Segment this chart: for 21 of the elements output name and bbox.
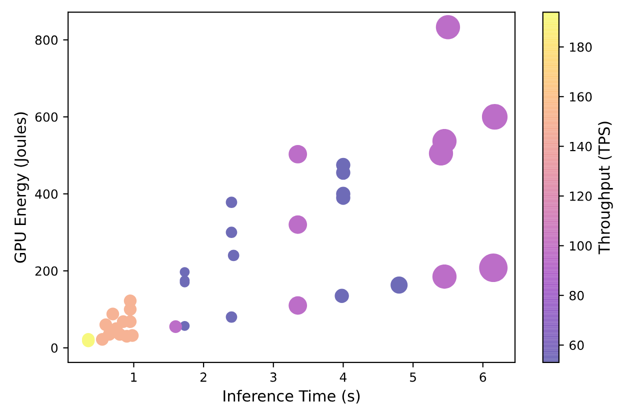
y-tick-label: 400: [35, 189, 58, 199]
x-tick-label: 6: [480, 372, 486, 382]
x-tick-label: 1: [131, 372, 137, 382]
x-tick-label: 5: [410, 372, 416, 382]
x-axis-title: Inference Time (s): [224, 390, 360, 404]
color-bar-label: 80: [570, 290, 584, 300]
y-tick-label: 0: [51, 343, 58, 353]
color-bar-label: 180: [570, 42, 592, 52]
color-bar-label: 140: [570, 142, 592, 152]
color-bar-label: 160: [570, 92, 592, 102]
x-tick-label: 2: [200, 372, 206, 382]
y-tick-label: 600: [35, 112, 58, 122]
y-axis-title: GPU Energy (Joules): [14, 112, 29, 263]
x-tick-label: 3: [270, 372, 276, 382]
y-tick-label: 200: [35, 266, 58, 276]
color-bar-label: 120: [570, 191, 592, 201]
color-bar-title: Throughput (TPS): [598, 122, 613, 254]
color-bar-label: 100: [570, 241, 592, 251]
color-bar-label: 60: [570, 340, 584, 350]
x-tick-label: 4: [340, 372, 346, 382]
y-tick-label: 800: [35, 35, 58, 45]
